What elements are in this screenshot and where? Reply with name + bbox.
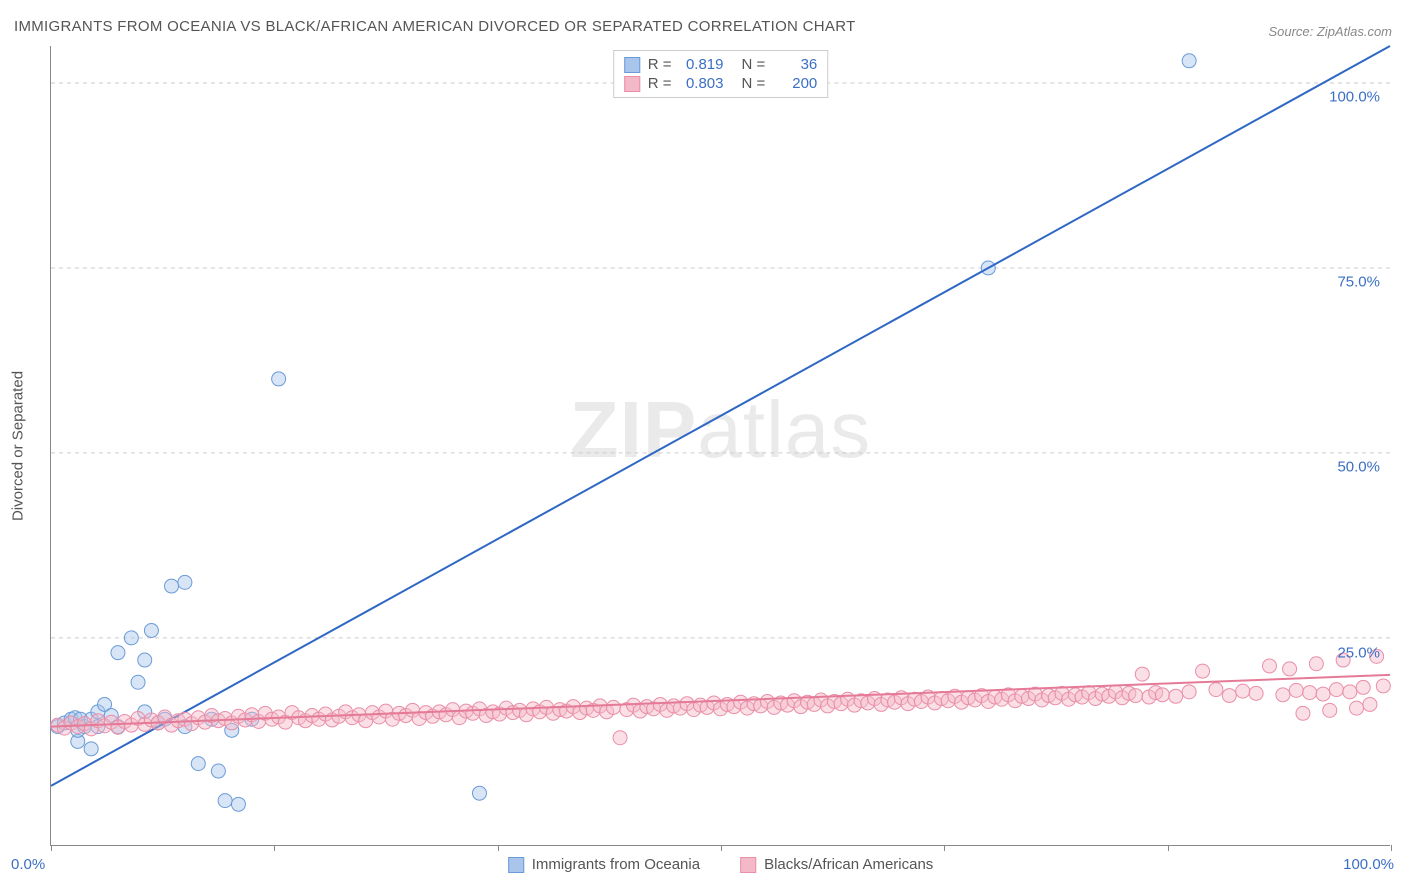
plot-area: ZIPatlas 25.0%50.0%75.0%100.0% R =0.819N… — [50, 46, 1390, 846]
legend-series-item: Blacks/African Americans — [740, 856, 933, 873]
data-point — [144, 623, 158, 637]
legend-n-prefix: N = — [742, 75, 766, 92]
legend-swatch — [624, 76, 640, 92]
data-point — [1316, 687, 1330, 701]
data-point — [218, 794, 232, 808]
data-point — [1356, 680, 1370, 694]
data-point — [1182, 685, 1196, 699]
legend-r-value: 0.803 — [680, 75, 724, 92]
y-tick-label: 25.0% — [1337, 644, 1380, 661]
legend-series-item: Immigrants from Oceania — [508, 856, 700, 873]
legend-r-prefix: R = — [648, 75, 672, 92]
regression-line — [51, 675, 1390, 727]
data-point — [1262, 659, 1276, 673]
data-point — [1249, 686, 1263, 700]
data-point — [1376, 679, 1390, 693]
data-point — [1209, 683, 1223, 697]
x-axis-min-label: 0.0% — [11, 856, 45, 873]
data-point — [1182, 54, 1196, 68]
legend-series-label: Immigrants from Oceania — [532, 856, 700, 873]
data-point — [1196, 664, 1210, 678]
data-point — [1363, 697, 1377, 711]
x-tick — [1391, 845, 1392, 851]
legend-series: Immigrants from Oceania Blacks/African Am… — [508, 856, 934, 873]
legend-swatch — [740, 857, 756, 873]
legend-swatch — [624, 57, 640, 73]
data-point — [613, 731, 627, 745]
y-tick-label: 75.0% — [1337, 274, 1380, 291]
source-label: Source: ZipAtlas.com — [1268, 24, 1392, 39]
x-tick — [498, 845, 499, 851]
data-point — [178, 575, 192, 589]
data-point — [1329, 683, 1343, 697]
data-point — [1283, 662, 1297, 676]
y-axis-label: Divorced or Separated — [10, 371, 27, 521]
data-point — [1323, 703, 1337, 717]
data-point — [606, 700, 620, 714]
data-point — [84, 742, 98, 756]
chart-svg — [51, 46, 1390, 845]
data-point — [1135, 667, 1149, 681]
data-point — [131, 675, 145, 689]
data-point — [231, 797, 245, 811]
data-point — [472, 786, 486, 800]
x-tick — [721, 845, 722, 851]
data-point — [165, 579, 179, 593]
legend-r-value: 0.819 — [680, 56, 724, 73]
data-point — [1155, 688, 1169, 702]
data-point — [211, 764, 225, 778]
data-point — [1236, 684, 1250, 698]
data-point — [138, 653, 152, 667]
legend-correlation-row: R = 0.803 N = 200 — [624, 74, 818, 93]
chart-title: IMMIGRANTS FROM OCEANIA VS BLACK/AFRICAN… — [14, 18, 856, 35]
legend-r-prefix: R = — [648, 56, 672, 73]
x-tick — [51, 845, 52, 851]
data-point — [1289, 683, 1303, 697]
y-tick-label: 100.0% — [1329, 89, 1380, 106]
legend-n-prefix: N = — [742, 56, 766, 73]
data-point — [1222, 689, 1236, 703]
legend-series-label: Blacks/African Americans — [764, 856, 933, 873]
legend-correlation: R = 0.819 N = 36 R = 0.803 N = 200 — [613, 50, 829, 98]
data-point — [1169, 689, 1183, 703]
legend-n-value: 36 — [773, 56, 817, 73]
legend-n-value: 200 — [773, 75, 817, 92]
regression-line — [51, 46, 1390, 786]
y-tick-label: 50.0% — [1337, 459, 1380, 476]
x-tick — [1168, 845, 1169, 851]
data-point — [1350, 701, 1364, 715]
x-axis-max-label: 100.0% — [1343, 856, 1394, 873]
data-point — [111, 646, 125, 660]
data-point — [124, 631, 138, 645]
data-point — [1129, 689, 1143, 703]
legend-swatch — [508, 857, 524, 873]
data-point — [1343, 685, 1357, 699]
data-point — [1296, 706, 1310, 720]
x-tick — [274, 845, 275, 851]
data-point — [1276, 688, 1290, 702]
data-point — [272, 372, 286, 386]
x-tick — [944, 845, 945, 851]
data-point — [1303, 686, 1317, 700]
data-point — [191, 757, 205, 771]
data-point — [1309, 657, 1323, 671]
legend-correlation-row: R = 0.819 N = 36 — [624, 55, 818, 74]
